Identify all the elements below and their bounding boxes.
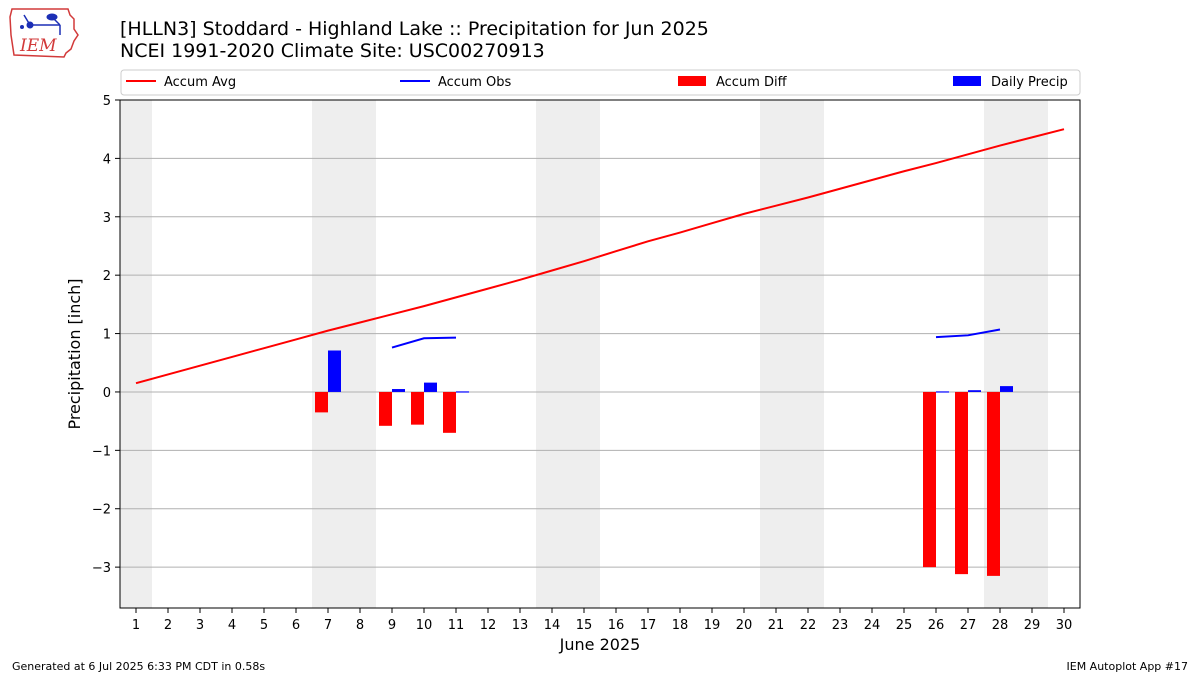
legend-label: Daily Precip xyxy=(991,75,1068,90)
accum-diff-bar xyxy=(923,391,936,568)
x-tick-label: 26 xyxy=(928,618,945,633)
x-tick-label: 28 xyxy=(992,618,1009,633)
x-tick-label: 29 xyxy=(1024,618,1041,633)
x-tick-label: 18 xyxy=(672,618,689,633)
x-tick-label: 27 xyxy=(960,618,977,633)
legend-label: Accum Avg xyxy=(164,75,236,90)
x-tick-label: 22 xyxy=(800,618,817,633)
accum-diff-bar xyxy=(987,391,1000,576)
weekend-band xyxy=(536,100,568,608)
app-label: IEM Autoplot App #17 xyxy=(1066,660,1189,673)
y-axis-label: Precipitation [inch] xyxy=(65,278,84,429)
chart-title: [HLLN3] Stoddard - Highland Lake :: Prec… xyxy=(120,18,709,40)
y-tick-label: −3 xyxy=(92,561,111,576)
x-tick-label: 3 xyxy=(196,618,204,633)
y-tick-label: 4 xyxy=(103,152,111,167)
generated-timestamp: Generated at 6 Jul 2025 6:33 PM CDT in 0… xyxy=(12,660,266,673)
legend-label: Accum Diff xyxy=(716,75,788,90)
accum-avg-line xyxy=(135,128,1065,385)
daily-precip-bar xyxy=(392,389,405,392)
x-tick-label: 8 xyxy=(356,618,364,633)
x-tick-label: 17 xyxy=(640,618,657,633)
weekend-band xyxy=(344,100,376,608)
x-tick-label: 7 xyxy=(324,618,332,633)
accum-diff-bar xyxy=(379,391,392,426)
legend-box xyxy=(120,69,1081,96)
x-tick-label: 13 xyxy=(512,618,529,633)
daily-precip-bar xyxy=(936,391,949,393)
y-tick-label: 3 xyxy=(103,211,111,226)
x-tick-label: 12 xyxy=(480,618,497,633)
x-tick-label: 11 xyxy=(448,618,465,633)
x-tick-label: 9 xyxy=(388,618,396,633)
accum-diff-bar xyxy=(411,391,424,425)
x-tick-label: 6 xyxy=(292,618,300,633)
y-tick-label: 5 xyxy=(103,94,111,109)
x-tick-label: 19 xyxy=(704,618,721,633)
accum-obs-line xyxy=(935,328,1001,339)
chart-subtitle: NCEI 1991-2020 Climate Site: USC00270913 xyxy=(120,40,545,62)
x-tick-label: 30 xyxy=(1056,618,1073,633)
x-tick-label: 21 xyxy=(768,618,785,633)
accum-obs-line xyxy=(391,336,457,349)
x-tick-label: 2 xyxy=(164,618,172,633)
weekend-band xyxy=(120,100,152,608)
daily-precip-bar xyxy=(424,382,437,392)
iem-logo: IEM xyxy=(9,8,79,58)
y-tick-label: 1 xyxy=(103,328,111,343)
x-tick-label: 10 xyxy=(416,618,433,633)
daily-precip-bar xyxy=(968,390,981,392)
y-tick-label: 2 xyxy=(103,269,111,284)
daily-precip-bar xyxy=(328,350,341,392)
legend-label: Accum Obs xyxy=(438,75,511,90)
x-tick-label: 20 xyxy=(736,618,753,633)
accum-diff-bar xyxy=(315,391,328,413)
weather-station-icon xyxy=(20,13,61,35)
x-tick-label: 5 xyxy=(260,618,268,633)
daily-precip-bar xyxy=(456,391,469,393)
x-tick-label: 23 xyxy=(832,618,849,633)
x-tick-label: 14 xyxy=(544,618,561,633)
y-tick-label: −1 xyxy=(92,444,111,459)
weekend-band xyxy=(568,100,600,608)
daily-precip-bar xyxy=(1000,386,1013,392)
x-tick-label: 16 xyxy=(608,618,625,633)
accum-diff-bar xyxy=(955,391,968,575)
legend-bar-swatch xyxy=(953,76,981,86)
accum-diff-bar xyxy=(443,391,456,433)
weekend-band xyxy=(1016,100,1048,608)
x-tick-label: 1 xyxy=(132,618,140,633)
weekend-band xyxy=(792,100,824,608)
x-tick-label: 4 xyxy=(228,618,236,633)
weekend-band xyxy=(760,100,792,608)
y-tick-label: 0 xyxy=(103,386,111,401)
x-tick-label: 15 xyxy=(576,618,593,633)
logo-text: IEM xyxy=(19,36,57,56)
plot-frame xyxy=(119,99,1081,609)
x-axis-label: June 2025 xyxy=(559,635,641,654)
x-tick-label: 25 xyxy=(896,618,913,633)
legend-bar-swatch xyxy=(678,76,706,86)
x-tick-label: 24 xyxy=(864,618,881,633)
y-tick-label: −2 xyxy=(92,503,111,518)
